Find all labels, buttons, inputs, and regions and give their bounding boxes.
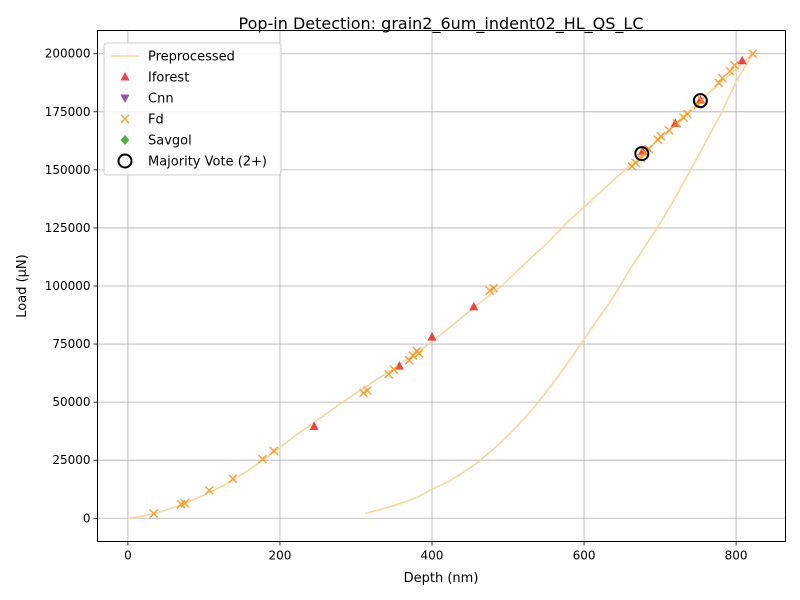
fd-marker: [656, 131, 666, 141]
fd-marker: [697, 95, 707, 105]
iforest-marker: [469, 301, 479, 311]
iforest-marker: [427, 332, 437, 341]
legend-label-savgol: Savgol: [148, 134, 192, 149]
legend-box: [103, 42, 282, 176]
y-tick-label: 125000: [45, 221, 91, 235]
y-tick-label: 75000: [52, 337, 90, 351]
legend-swatch-iforest: [120, 72, 130, 81]
x-axis-label: Depth (nm): [404, 571, 479, 586]
y-tick-label: 25000: [52, 453, 90, 467]
fd-marker: [389, 365, 399, 375]
marker-series-layer: [149, 49, 758, 519]
iforest-marker: [309, 421, 319, 431]
fd-marker: [682, 109, 692, 119]
fd-marker: [636, 153, 646, 163]
fd-marker: [730, 60, 740, 70]
legend-label-preprocessed: Preprocessed: [148, 50, 235, 65]
majority-vote-2-marker: [692, 93, 708, 109]
y-axis-label: Load (µN): [15, 254, 30, 317]
line-series-layer: [127, 53, 754, 520]
legend-swatch-fd: [120, 114, 130, 124]
x-tick-label: 200: [268, 549, 291, 563]
fd-marker: [717, 73, 727, 83]
majority-vote-2-marker: [634, 146, 650, 162]
y-tick-label: 150000: [45, 163, 91, 177]
preprocessed-line: [127, 53, 754, 520]
y-tick-label: 0: [83, 511, 91, 525]
y-tick-label: 200000: [45, 47, 91, 61]
fd-marker: [748, 49, 758, 59]
fd-marker: [644, 144, 654, 154]
fd-marker: [269, 446, 279, 456]
axis-ticks: 0 200 400 600 800 0 25000 50000 75000 100000 12500…: [45, 47, 748, 563]
fd-marker: [180, 498, 190, 508]
legend: Preprocessed Iforest Cnn Fd Savgol Majority V…: [103, 42, 282, 176]
iforest-marker: [737, 55, 747, 65]
x-tick-label: 400: [421, 549, 444, 563]
fd-marker: [228, 474, 238, 484]
legend-label-fd: Fd: [148, 113, 164, 128]
legend-swatch-cnn: [120, 94, 130, 103]
legend-label-majority-vote-2: Majority Vote (2+): [148, 155, 267, 170]
y-tick-label: 175000: [45, 105, 91, 119]
fd-marker: [414, 348, 424, 358]
y-tick-label: 100000: [45, 279, 91, 293]
legend-label-iforest: Iforest: [148, 71, 189, 86]
x-tick-label: 800: [725, 549, 748, 563]
fd-marker: [149, 509, 159, 519]
legend-swatch-majority-vote-2: [117, 153, 133, 169]
fd-marker: [664, 125, 674, 135]
fd-marker: [725, 66, 735, 76]
x-tick-label: 0: [124, 549, 132, 563]
fd-marker: [362, 385, 372, 396]
legend-swatch-savgol: [120, 135, 130, 145]
chart-title: Pop-in Detection: grain2_6um_indent02_HL…: [238, 14, 643, 34]
legend-label-cnn: Cnn: [148, 92, 174, 107]
x-tick-label: 600: [573, 549, 596, 563]
fd-marker: [489, 283, 499, 293]
y-tick-label: 50000: [52, 395, 90, 409]
fd-marker: [204, 485, 214, 495]
fd-marker: [257, 454, 267, 464]
